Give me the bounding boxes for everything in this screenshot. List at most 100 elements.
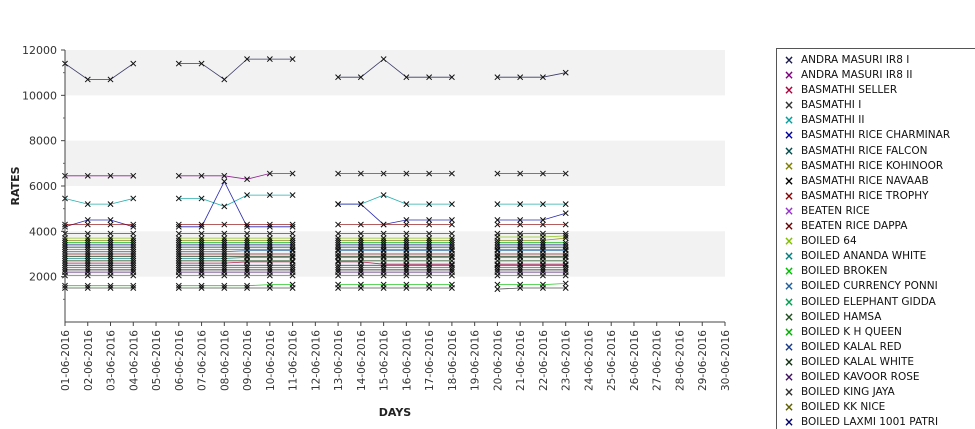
legend-marker-icon: ×	[783, 98, 795, 113]
data-point-marker	[244, 237, 251, 244]
data-point-marker	[266, 170, 273, 177]
data-point-marker	[426, 241, 433, 248]
legend-item: × ANDRA MASURI IR8 I	[777, 53, 975, 68]
data-point-marker	[198, 221, 205, 228]
data-point-marker	[357, 247, 364, 254]
data-point-marker	[403, 253, 410, 260]
data-point-marker	[335, 285, 342, 291]
data-point-marker	[221, 241, 228, 248]
data-point-marker	[539, 217, 546, 223]
data-point-marker	[84, 266, 91, 273]
data-point-marker	[539, 201, 546, 208]
data-point-marker	[107, 246, 114, 253]
legend-label: BOILED ELEPHANT GIDDA	[801, 295, 936, 308]
legend-label: BASMATHI RICE KOHINOOR	[801, 159, 944, 172]
data-point-marker	[380, 285, 387, 291]
legend-item: × BOILED ANANDA WHITE	[777, 249, 975, 264]
data-point-marker	[426, 246, 433, 253]
data-point-marker	[130, 266, 137, 273]
legend-label: BOILED 64	[801, 235, 857, 248]
data-point-marker	[84, 172, 91, 179]
data-point-marker	[448, 266, 455, 273]
data-point-marker	[403, 257, 410, 264]
data-point-marker	[517, 269, 524, 276]
data-point-marker	[221, 264, 228, 271]
data-point-marker	[517, 239, 524, 246]
data-point-marker	[266, 230, 273, 237]
data-point-marker	[244, 230, 251, 237]
data-point-marker	[562, 269, 569, 276]
data-point-marker	[130, 60, 137, 67]
legend-item: × BASMATHI RICE TROPHY	[777, 189, 975, 204]
data-point-marker	[221, 255, 228, 262]
legend-item: × BASMATHI RICE KOHINOOR	[777, 159, 975, 174]
data-point-marker	[84, 251, 91, 257]
legend-label: BASMATHI I	[801, 99, 862, 112]
legend-item: × BOILED LAXMI 1001 PATRI	[777, 415, 975, 429]
data-point-marker	[426, 217, 433, 223]
x-tick-label: 23-06-2016	[561, 330, 573, 391]
x-tick-label: 03-06-2016	[106, 330, 118, 391]
data-point-marker	[107, 201, 114, 208]
data-point-marker	[289, 285, 296, 291]
data-point-marker	[130, 282, 137, 289]
x-tick-label: 28-06-2016	[674, 330, 686, 391]
legend-item: × BASMATHI II	[777, 113, 975, 128]
data-point-marker	[198, 269, 205, 276]
data-point-marker	[107, 248, 114, 255]
data-point-marker	[130, 244, 137, 251]
legend-item: × BEATEN RICE	[777, 204, 975, 219]
data-point-marker	[426, 247, 433, 254]
data-point-marker	[130, 257, 137, 264]
data-point-marker	[289, 192, 296, 199]
data-point-marker	[198, 244, 205, 251]
data-point-marker	[539, 221, 546, 228]
data-point-marker	[107, 230, 114, 237]
data-point-marker	[494, 74, 501, 81]
series-group	[62, 232, 569, 242]
data-point-marker	[130, 223, 137, 230]
y-tick-label: 2000	[29, 271, 57, 284]
data-point-marker	[289, 230, 296, 237]
data-point-marker	[84, 255, 91, 262]
data-point-marker	[448, 201, 455, 208]
data-point-marker	[517, 234, 524, 240]
data-point-marker	[517, 221, 524, 228]
data-point-marker	[244, 253, 251, 260]
data-point-marker	[426, 257, 433, 264]
data-point-marker	[130, 221, 137, 228]
data-point-marker	[380, 253, 387, 260]
data-point-marker	[335, 253, 342, 260]
data-point-marker	[198, 195, 205, 202]
legend-label: BOILED CURRENCY PONNI	[801, 280, 938, 293]
axes-layer: 2000 4000 6000 8000 10000 12000 01-06-2016 02-0…	[22, 44, 732, 391]
data-point-marker	[539, 262, 546, 269]
legend-marker-icon: ×	[783, 354, 795, 369]
legend-marker-icon: ×	[783, 369, 795, 384]
data-point-marker	[562, 246, 569, 253]
legend-item: × BASMATHI RICE FALCON	[777, 144, 975, 159]
data-point-marker	[517, 262, 524, 269]
x-tick-label: 21-06-2016	[515, 330, 527, 391]
data-point-marker	[266, 192, 273, 199]
x-tick-label: 20-06-2016	[492, 330, 504, 391]
data-point-marker	[380, 269, 387, 276]
data-point-marker	[175, 239, 182, 246]
data-point-marker	[175, 60, 182, 67]
data-point-marker	[221, 172, 228, 179]
data-point-marker	[198, 285, 205, 291]
data-point-marker	[517, 253, 524, 260]
data-point-marker	[175, 255, 182, 262]
data-point-marker	[562, 253, 569, 260]
data-point-marker	[357, 237, 364, 244]
y-tick-label: 8000	[29, 135, 57, 148]
data-point-marker	[517, 246, 524, 253]
data-point-marker	[221, 221, 228, 228]
data-point-marker	[517, 266, 524, 273]
data-point-marker	[130, 260, 137, 267]
data-point-marker	[335, 221, 342, 228]
data-point-marker	[107, 76, 114, 83]
legend-item: × BOILED KALAL RED	[777, 340, 975, 355]
data-point-marker	[130, 246, 137, 253]
series-group	[62, 253, 569, 260]
